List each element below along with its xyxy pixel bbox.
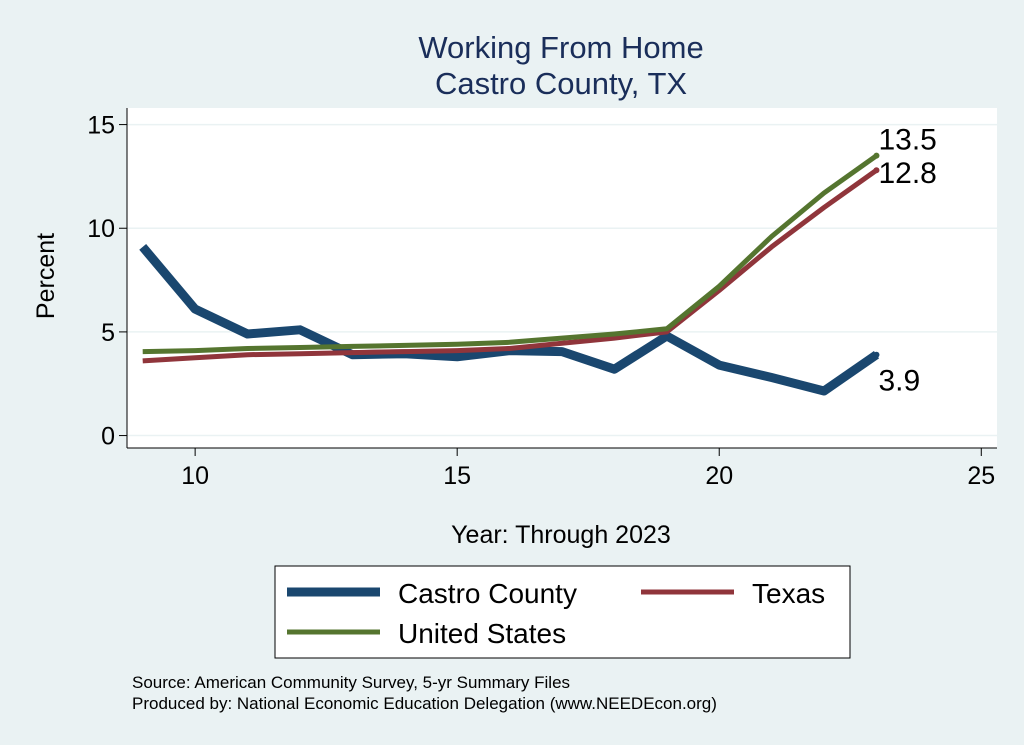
chart-subtitle: Castro County, TX bbox=[435, 66, 687, 101]
x-tick-label-15: 15 bbox=[443, 462, 471, 490]
x-tick-label-25: 25 bbox=[967, 462, 995, 490]
x-axis-title: Year: Through 2023 bbox=[451, 521, 671, 549]
y-tick-label-5: 5 bbox=[101, 319, 115, 347]
x-axis-ticks: 10 15 20 25 bbox=[181, 448, 995, 490]
series-end-marker-castro-county bbox=[873, 351, 880, 358]
x-tick-label-20: 20 bbox=[705, 462, 733, 490]
end-label-texas: 12.8 bbox=[878, 157, 936, 190]
y-axis-ticks: 0 5 10 15 bbox=[87, 112, 127, 451]
series-line-texas bbox=[142, 168, 878, 364]
source-note: Source: American Community Survey, 5-yr … bbox=[132, 673, 570, 692]
end-label-united-states: 13.5 bbox=[878, 124, 936, 157]
chart-title: Working From Home bbox=[418, 30, 703, 65]
series-line-united-states bbox=[142, 153, 878, 355]
series-end-marker-texas bbox=[873, 167, 880, 174]
end-labels: 3.9 12.813.5 bbox=[878, 124, 936, 398]
legend: Castro County Texas United States bbox=[274, 565, 851, 659]
series-group bbox=[139, 152, 880, 396]
y-tick-label-10: 10 bbox=[87, 215, 115, 243]
series-end-marker-united-states bbox=[873, 152, 880, 159]
end-label-castro-county: 3.9 bbox=[878, 365, 920, 398]
x-tick-label-10: 10 bbox=[181, 462, 209, 490]
legend-label-texas: Texas bbox=[752, 578, 825, 609]
legend-label-united-states: United States bbox=[398, 618, 566, 649]
plot-area bbox=[127, 108, 997, 448]
y-axis-title: Percent bbox=[32, 233, 60, 319]
y-tick-label-15: 15 bbox=[87, 112, 115, 140]
legend-label-castro-county: Castro County bbox=[398, 578, 577, 609]
y-tick-label-0: 0 bbox=[101, 423, 115, 451]
legend-box bbox=[274, 565, 851, 659]
produced-by-note: Produced by: National Economic Education… bbox=[132, 694, 717, 713]
